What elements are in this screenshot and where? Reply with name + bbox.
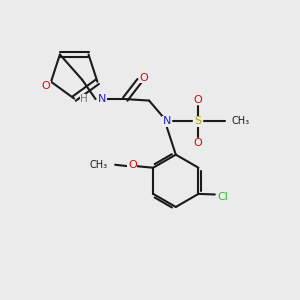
Text: N: N (98, 94, 106, 104)
Text: O: O (41, 81, 50, 91)
Text: S: S (194, 116, 202, 126)
Text: CH₃: CH₃ (90, 160, 108, 170)
Text: O: O (194, 95, 203, 105)
Text: H: H (80, 94, 88, 104)
Text: O: O (140, 73, 148, 83)
Text: Cl: Cl (218, 192, 229, 202)
Text: CH₃: CH₃ (232, 116, 250, 126)
Text: N: N (163, 116, 171, 126)
Text: O: O (194, 138, 203, 148)
Text: O: O (128, 160, 137, 170)
